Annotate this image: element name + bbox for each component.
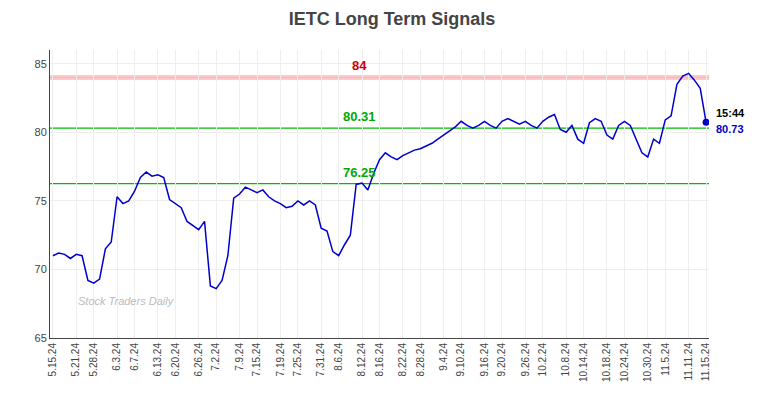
svg-text:6.13.24: 6.13.24 — [152, 343, 163, 377]
svg-text:75: 75 — [35, 195, 47, 207]
svg-text:IETC Long Term Signals: IETC Long Term Signals — [289, 9, 496, 29]
svg-text:9.20.24: 9.20.24 — [496, 343, 507, 377]
svg-text:7.2.24: 7.2.24 — [210, 343, 221, 371]
svg-text:10.8.24: 10.8.24 — [560, 343, 571, 377]
svg-text:7.9.24: 7.9.24 — [234, 343, 245, 371]
svg-text:65: 65 — [35, 332, 47, 344]
svg-text:5.28.24: 5.28.24 — [88, 343, 99, 377]
svg-text:11.11.24: 11.11.24 — [683, 343, 694, 381]
svg-text:9.16.24: 9.16.24 — [479, 343, 490, 377]
svg-text:5.15.24: 5.15.24 — [47, 343, 58, 377]
svg-text:5.21.24: 5.21.24 — [70, 343, 81, 377]
svg-text:85: 85 — [35, 58, 47, 70]
svg-text:10.30.24: 10.30.24 — [642, 343, 653, 382]
svg-text:10.18.24: 10.18.24 — [601, 343, 612, 382]
svg-text:8.22.24: 8.22.24 — [397, 343, 408, 377]
svg-text:9.10.24: 9.10.24 — [455, 343, 466, 377]
svg-text:7.25.24: 7.25.24 — [292, 343, 303, 377]
svg-text:7.15.24: 7.15.24 — [251, 343, 262, 377]
svg-text:9.26.24: 9.26.24 — [520, 343, 531, 377]
svg-text:10.2.24: 10.2.24 — [537, 343, 548, 377]
svg-text:7.31.24: 7.31.24 — [315, 343, 326, 377]
svg-text:11.15.24: 11.15.24 — [700, 343, 711, 382]
svg-text:80.31: 80.31 — [343, 109, 376, 124]
svg-text:15:44: 15:44 — [716, 107, 745, 119]
svg-text:10.14.24: 10.14.24 — [578, 343, 589, 382]
svg-text:10.24.24: 10.24.24 — [619, 343, 630, 382]
svg-text:8.28.24: 8.28.24 — [415, 343, 426, 377]
svg-text:11.5.24: 11.5.24 — [660, 343, 671, 376]
svg-text:8.16.24: 8.16.24 — [374, 343, 385, 377]
svg-text:84: 84 — [352, 58, 367, 73]
svg-text:80: 80 — [35, 126, 47, 138]
svg-text:6.26.24: 6.26.24 — [193, 343, 204, 377]
svg-text:9.4.24: 9.4.24 — [438, 343, 449, 371]
svg-text:70: 70 — [35, 263, 47, 275]
svg-text:80.73: 80.73 — [716, 123, 744, 135]
svg-text:8.12.24: 8.12.24 — [356, 343, 367, 377]
svg-text:6.7.24: 6.7.24 — [129, 343, 140, 371]
svg-text:76.25: 76.25 — [343, 165, 376, 180]
svg-text:6.20.24: 6.20.24 — [170, 343, 181, 377]
svg-text:6.3.24: 6.3.24 — [111, 343, 122, 371]
svg-text:Stock Traders Daily: Stock Traders Daily — [78, 295, 175, 307]
svg-text:7.19.24: 7.19.24 — [275, 343, 286, 377]
svg-text:8.6.24: 8.6.24 — [333, 343, 344, 371]
